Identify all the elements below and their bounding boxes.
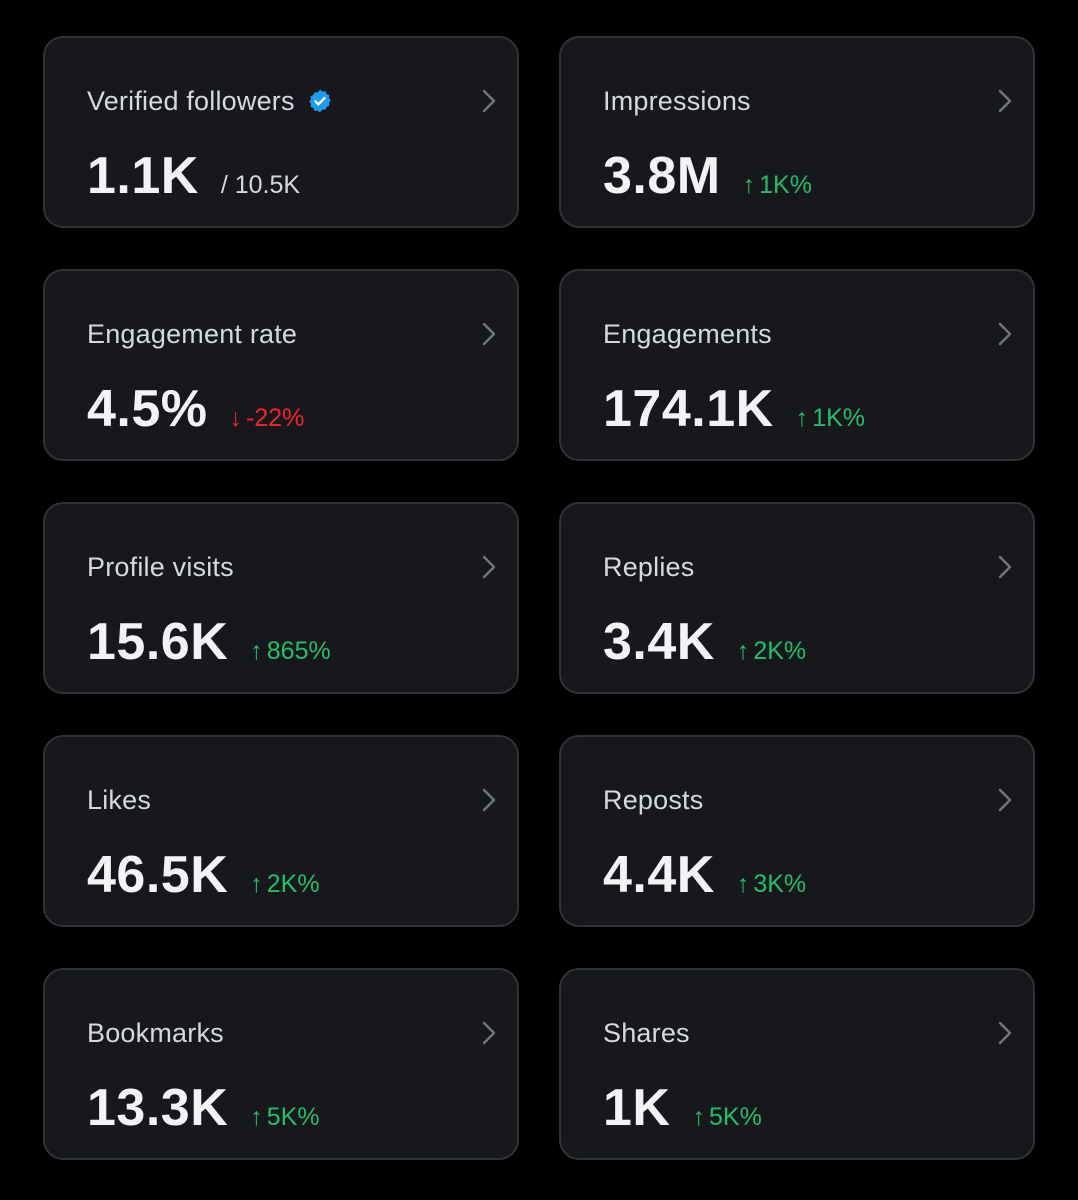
metric-title: Profile visits (87, 551, 234, 582)
metric-card-likes[interactable]: Likes 46.5K ↑ 2K% (43, 735, 519, 927)
metric-title-row: Bookmarks (87, 1016, 224, 1050)
metric-card-verified-followers[interactable]: Verified followers 1.1K / 10.5K (43, 36, 519, 228)
metric-value-row: 174.1K ↑ 1K% (603, 379, 865, 439)
metric-title-row: Shares (603, 1016, 690, 1050)
metric-title-row: Engagement rate (87, 317, 297, 351)
chevron-right-icon (482, 788, 496, 812)
metric-change: ↑ 1K% (743, 171, 812, 200)
chevron-right-icon (998, 555, 1012, 579)
metric-title: Likes (87, 784, 152, 815)
arrow-up-icon: ↑ (736, 870, 750, 898)
metric-change: ↑ 5K% (692, 1103, 761, 1132)
chevron-right-icon (998, 1021, 1012, 1045)
metric-title: Bookmarks (87, 1017, 224, 1048)
metric-change: ↑ 1K% (796, 404, 865, 433)
metric-change-value: 2K% (266, 870, 320, 898)
metric-change-value: 1K% (759, 171, 812, 199)
metric-value-row: 1K ↑ 5K% (603, 1078, 762, 1138)
metric-change: ↑ 865% (250, 637, 330, 666)
metric-value-row: 3.4K ↑ 2K% (603, 612, 806, 672)
metric-card-replies[interactable]: Replies 3.4K ↑ 2K% (559, 502, 1035, 694)
metric-card-engagement-rate[interactable]: Engagement rate 4.5% ↓ -22% (43, 269, 519, 461)
metric-change: ↑ 2K% (737, 637, 806, 666)
metric-change-value: 1K% (812, 404, 865, 432)
metric-change-value: 3K% (753, 870, 807, 898)
metric-card-profile-visits[interactable]: Profile visits 15.6K ↑ 865% (43, 502, 519, 694)
metric-value: 13.3K (87, 1079, 229, 1137)
metric-title: Shares (603, 1017, 690, 1048)
arrow-up-icon: ↑ (736, 637, 750, 665)
metric-card-bookmarks[interactable]: Bookmarks 13.3K ↑ 5K% (43, 968, 519, 1160)
chevron-right-icon (482, 89, 496, 113)
arrow-down-icon: ↓ (229, 404, 243, 432)
metric-change: ↓ -22% (230, 404, 305, 433)
chevron-right-icon (998, 788, 1012, 812)
metric-change-value: 2K% (753, 637, 807, 665)
metric-title-row: Impressions (603, 84, 751, 118)
metric-value: 15.6K (87, 613, 229, 671)
metric-value-row: 4.5% ↓ -22% (87, 379, 304, 439)
metric-card-reposts[interactable]: Reposts 4.4K ↑ 3K% (559, 735, 1035, 927)
metric-change: ↑ 5K% (250, 1103, 319, 1132)
metric-total: / 10.5K (220, 171, 301, 199)
metric-change-value: 5K% (708, 1103, 762, 1131)
metric-value: 4.5% (87, 380, 208, 438)
metric-title-row: Likes (87, 783, 151, 817)
metric-card-impressions[interactable]: Impressions 3.8M ↑ 1K% (559, 36, 1035, 228)
metric-title-row: Engagements (603, 317, 772, 351)
metric-title: Replies (603, 551, 695, 582)
analytics-metrics-grid: Verified followers 1.1K / 10.5K Impressi… (43, 36, 1035, 1160)
metric-title-row: Reposts (603, 783, 703, 817)
metric-value: 1K (603, 1079, 671, 1137)
metric-value-row: 1.1K / 10.5K (87, 146, 300, 206)
metric-value-row: 4.4K ↑ 3K% (603, 845, 806, 905)
metric-title: Engagement rate (87, 318, 298, 349)
arrow-up-icon: ↑ (250, 1103, 263, 1131)
arrow-up-icon: ↑ (250, 870, 263, 898)
metric-title: Verified followers (87, 85, 295, 116)
metric-value-row: 15.6K ↑ 865% (87, 612, 331, 672)
metric-change-value: 865% (266, 637, 331, 665)
chevron-right-icon (482, 555, 496, 579)
metric-title-row: Replies (603, 550, 694, 584)
chevron-right-icon (998, 322, 1012, 346)
metric-value: 174.1K (603, 380, 774, 438)
metric-title: Impressions (603, 85, 751, 116)
arrow-up-icon: ↑ (692, 1103, 705, 1131)
chevron-right-icon (482, 1021, 496, 1045)
arrow-up-icon: ↑ (795, 404, 809, 432)
arrow-up-icon: ↑ (250, 637, 263, 665)
metric-card-shares[interactable]: Shares 1K ↑ 5K% (559, 968, 1035, 1160)
metric-title-row: Verified followers (87, 84, 333, 118)
metric-card-engagements[interactable]: Engagements 174.1K ↑ 1K% (559, 269, 1035, 461)
metric-value: 3.8M (603, 147, 721, 205)
metric-title: Reposts (603, 784, 704, 815)
metric-change-value: -22% (246, 404, 305, 432)
arrow-up-icon: ↑ (742, 171, 756, 199)
metric-title-row: Profile visits (87, 550, 234, 584)
chevron-right-icon (998, 89, 1012, 113)
metric-value: 4.4K (603, 846, 715, 904)
metric-title: Engagements (603, 318, 772, 349)
metric-change: ↑ 3K% (737, 870, 806, 899)
metric-value: 3.4K (603, 613, 715, 671)
metric-value-row: 13.3K ↑ 5K% (87, 1078, 320, 1138)
metric-change: ↑ 2K% (250, 870, 319, 899)
metric-value-row: 46.5K ↑ 2K% (87, 845, 320, 905)
metric-value-row: 3.8M ↑ 1K% (603, 146, 812, 206)
chevron-right-icon (482, 322, 496, 346)
metric-value: 46.5K (87, 846, 229, 904)
metric-change-value: 5K% (266, 1103, 320, 1131)
verified-badge-icon (307, 88, 333, 114)
metric-value: 1.1K (87, 147, 199, 205)
